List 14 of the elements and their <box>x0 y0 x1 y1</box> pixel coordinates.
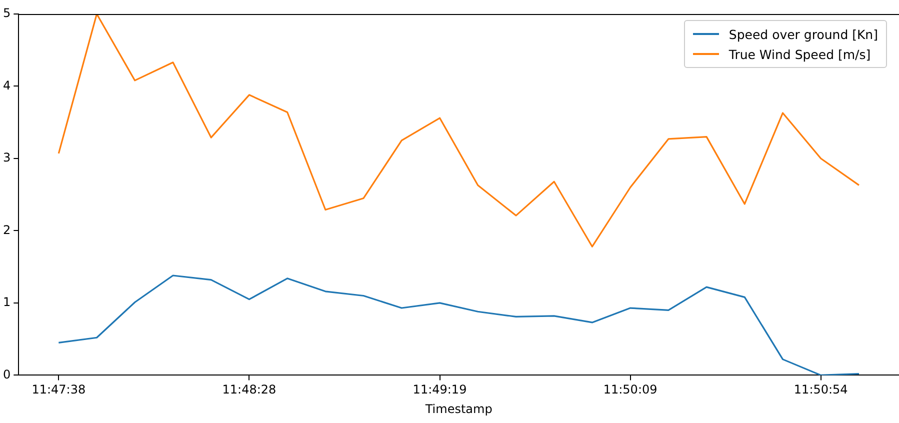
y-tick-label: 1 <box>2 295 11 310</box>
y-tick-label: 5 <box>2 6 11 20</box>
x-tick-label: 11:50:09 <box>603 382 658 397</box>
y-tick-label: 4 <box>2 78 11 92</box>
x-tick-label: 11:48:28 <box>222 382 276 397</box>
x-tick-label: 11:49:19 <box>412 382 467 397</box>
y-tick-label: 3 <box>2 150 11 165</box>
legend-label: True Wind Speed [m/s] <box>728 46 871 62</box>
legend-label: Speed over ground [Kn] <box>728 26 878 42</box>
y-tick-label: 2 <box>2 222 11 237</box>
x-tick-label: 11:50:54 <box>794 382 848 397</box>
x-tick-label: 11:47:38 <box>32 382 86 397</box>
y-tick-label: 0 <box>2 367 11 382</box>
x-axis-title: Timestamp <box>424 402 492 416</box>
